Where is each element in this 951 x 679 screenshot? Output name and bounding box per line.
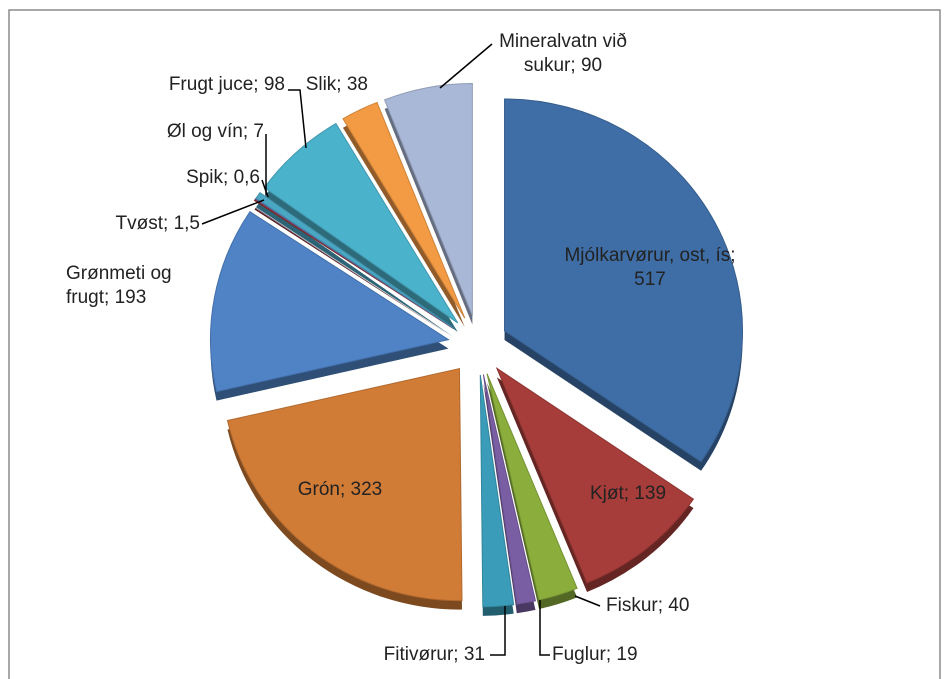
data-label: Kjøt; 139 xyxy=(589,483,667,504)
data-label: Fitivørur; 31 xyxy=(383,644,485,665)
slice xyxy=(482,374,537,605)
leader-line xyxy=(539,600,550,656)
slice xyxy=(486,373,578,601)
leader-line xyxy=(261,179,269,198)
leader-line xyxy=(288,89,307,149)
slice-side xyxy=(254,208,454,338)
leader-line xyxy=(574,595,601,607)
slice xyxy=(255,191,454,329)
chart-frame xyxy=(8,9,941,679)
data-label: Frugt juce; 98 xyxy=(168,74,285,95)
data-label: Slik; 38 xyxy=(305,74,368,95)
slice xyxy=(342,101,466,319)
leader-line xyxy=(201,199,265,225)
slice xyxy=(226,367,463,602)
data-label: Øl og vín; 7 xyxy=(166,121,264,142)
slice-side xyxy=(255,207,454,338)
slice-side xyxy=(255,201,454,337)
slice xyxy=(495,366,695,584)
data-label: Spik; 0,6 xyxy=(186,167,260,188)
slice xyxy=(479,374,515,608)
data-label: Mjólkarvørur, ost, ís; 517 xyxy=(564,245,736,290)
data-label: Grønmeti og frugt; 193 xyxy=(66,263,172,308)
data-label: Mineralvatn við sukur; 90 xyxy=(499,31,627,76)
slice xyxy=(383,83,473,316)
data-label: Fiskur; 40 xyxy=(606,595,690,616)
slice xyxy=(504,98,743,463)
data-label: Fuglur; 19 xyxy=(552,644,638,665)
data-label: Grón; 323 xyxy=(297,479,383,500)
leader-line xyxy=(439,43,493,89)
slice xyxy=(209,211,450,393)
data-label: Tvøst; 1,5 xyxy=(115,213,200,234)
leader-line xyxy=(490,606,506,656)
